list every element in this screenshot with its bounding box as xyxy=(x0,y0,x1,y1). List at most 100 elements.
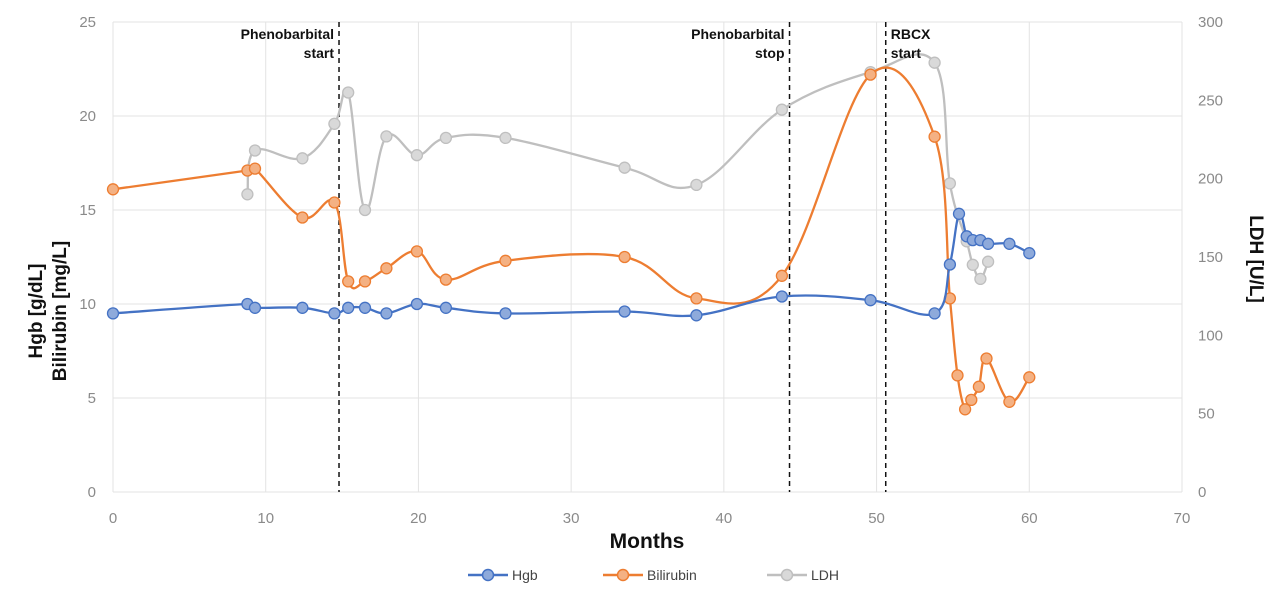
data-point-bilirubin xyxy=(410,245,424,258)
gridlines xyxy=(112,21,1183,493)
data-point-ldh xyxy=(966,258,979,271)
data-point-ldh xyxy=(241,188,254,201)
data-point-hgb xyxy=(296,301,309,314)
tick-labels: 0 10 20 30 40 50 60 700510152025050100150200250… xyxy=(79,14,1223,527)
data-point-bilirubin xyxy=(328,196,341,209)
data-point-bilirubin xyxy=(864,68,877,81)
y-tick-label-right: 100 xyxy=(1198,327,1223,344)
data-point-bilirubin xyxy=(248,162,262,175)
data-point-hgb xyxy=(328,307,341,320)
event-lines xyxy=(338,22,887,492)
data-point-ldh xyxy=(439,131,453,145)
x-tick-label: 40 xyxy=(716,510,733,527)
y-tick-label-left: 5 xyxy=(88,390,96,407)
x-tick-label: 10 xyxy=(257,510,274,527)
data-point-ldh xyxy=(296,152,309,165)
data-point-bilirubin xyxy=(1003,395,1016,408)
x-tick-label: 0 xyxy=(109,510,117,527)
data-point-ldh xyxy=(928,56,941,69)
data-point-hgb xyxy=(775,290,789,303)
x-tick-label: 20 xyxy=(410,510,427,527)
data-point-ldh xyxy=(690,178,703,192)
data-point-bilirubin xyxy=(965,393,978,407)
x-tick-label: 30 xyxy=(563,510,580,527)
data-point-ldh xyxy=(974,272,987,286)
y-axis-title-left-bilirubin: Bilirubin [mg/L] xyxy=(50,241,71,381)
y-tick-label-left: 20 xyxy=(79,108,96,125)
legend-item-hgb: Hgb xyxy=(468,567,538,583)
x-tick-label: 60 xyxy=(1021,510,1038,527)
legend-marker-ldh xyxy=(780,568,794,582)
series-hgb xyxy=(106,207,1036,322)
data-point-ldh xyxy=(775,103,789,116)
data-point-hgb xyxy=(864,294,877,307)
data-point-ldh xyxy=(342,86,355,99)
data-point-hgb xyxy=(618,305,631,318)
data-point-ldh xyxy=(618,161,631,174)
data-point-bilirubin xyxy=(618,250,631,264)
data-point-bilirubin xyxy=(358,275,372,288)
data-point-hgb xyxy=(1003,237,1016,250)
event-annotation-text: stop xyxy=(755,45,785,61)
y-tick-label-right: 200 xyxy=(1198,171,1223,188)
data-point-bilirubin xyxy=(380,262,393,275)
data-point-hgb xyxy=(499,307,512,320)
data-point-bilirubin xyxy=(296,211,309,224)
data-point-ldh xyxy=(248,144,262,157)
y-tick-label-right: 0 xyxy=(1198,484,1206,501)
data-point-ldh xyxy=(358,203,372,217)
data-point-bilirubin xyxy=(928,130,941,143)
data-point-hgb xyxy=(952,207,966,220)
data-point-ldh xyxy=(410,149,424,162)
data-point-hgb xyxy=(410,297,424,311)
data-point-bilirubin xyxy=(775,269,789,282)
data-point-hgb xyxy=(248,301,262,314)
data-point-bilirubin xyxy=(439,273,453,286)
legend-item-ldh: LDH xyxy=(767,567,839,583)
data-point-hgb xyxy=(928,307,941,320)
data-point-ldh xyxy=(943,177,957,190)
data-point-hgb xyxy=(106,307,120,320)
y-tick-label-left: 15 xyxy=(79,202,96,219)
data-point-bilirubin xyxy=(1023,371,1036,384)
event-annotations: Phenobarbital start Phenobarbital stop RBCX s… xyxy=(241,26,931,61)
x-tick-label: 50 xyxy=(868,510,885,527)
y-tick-label-right: 150 xyxy=(1198,249,1223,266)
data-point-ldh xyxy=(328,117,341,130)
data-point-hgb xyxy=(380,307,393,320)
data-point-bilirubin xyxy=(690,292,703,305)
series-layer xyxy=(106,53,1036,416)
series-bilirubin xyxy=(106,66,1036,416)
y-axis-title-left-hgb: Hgb [g/dL] xyxy=(26,264,47,359)
x-axis-title: Months xyxy=(610,530,685,553)
y-tick-label-right: 250 xyxy=(1198,92,1223,109)
legend-label-bilirubin: Bilirubin xyxy=(647,567,697,583)
data-point-ldh xyxy=(499,131,512,145)
y-tick-label-left: 10 xyxy=(79,296,96,313)
event-annotation-text: RBCX xyxy=(891,26,931,42)
data-point-ldh xyxy=(981,255,995,268)
data-point-bilirubin xyxy=(106,183,120,196)
data-point-bilirubin xyxy=(980,352,993,365)
data-point-bilirubin xyxy=(342,275,355,288)
data-point-bilirubin xyxy=(958,403,972,416)
series-ldh xyxy=(241,53,995,286)
data-point-hgb xyxy=(690,309,703,322)
x-tick-label: 70 xyxy=(1174,510,1191,527)
event-annotation-text: Phenobarbital xyxy=(241,26,334,42)
event-annotation-text: start xyxy=(891,45,922,61)
event-annotation-text: start xyxy=(304,45,335,61)
legend-marker-hgb xyxy=(481,568,495,582)
data-point-hgb xyxy=(342,301,355,314)
legend-item-bilirubin: Bilirubin xyxy=(603,567,697,583)
data-point-bilirubin xyxy=(499,254,512,267)
y-tick-label-right: 300 xyxy=(1198,14,1223,31)
data-point-hgb xyxy=(439,301,453,314)
data-point-hgb xyxy=(943,258,957,271)
y-tick-label-right: 50 xyxy=(1198,406,1215,423)
legend-label-hgb: Hgb xyxy=(512,567,538,583)
y-tick-label-left: 25 xyxy=(79,14,96,31)
legend: Hgb Bilirubin LDH xyxy=(468,567,839,583)
data-point-hgb xyxy=(358,301,372,314)
